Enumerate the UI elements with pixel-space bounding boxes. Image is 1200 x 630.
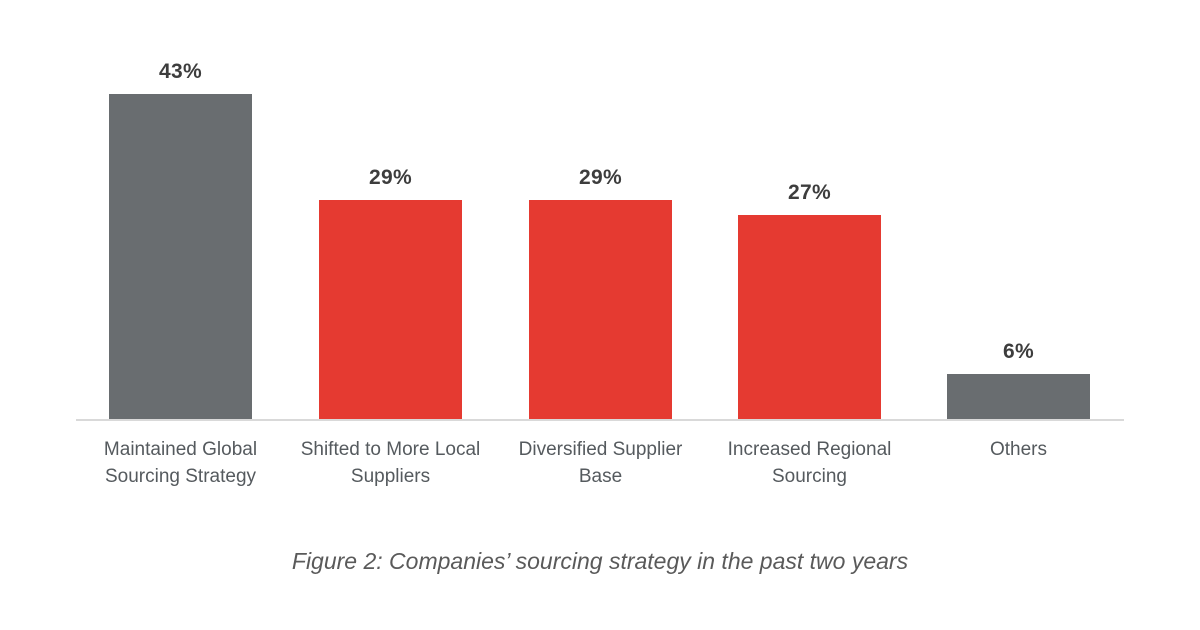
value-label: 27%: [788, 181, 831, 204]
bar-diversified-supplier: [529, 200, 672, 419]
category-label-line2: Suppliers: [350, 466, 431, 487]
category-label-line1: Maintained Global: [103, 439, 258, 460]
category-label-line1: Shifted to More Local: [300, 439, 481, 460]
category-label-line1: Others: [989, 439, 1048, 460]
bar-others: [947, 374, 1090, 419]
bar-increased-regional: [738, 215, 881, 419]
value-label: 43%: [159, 60, 202, 83]
value-label: 6%: [1003, 340, 1034, 363]
bar-maintained-global: [109, 94, 252, 419]
category-label: Shifted to More Local Suppliers: [286, 436, 496, 490]
category-label-line2: Sourcing: [772, 466, 847, 487]
category-label-line1: Diversified Supplier: [518, 439, 683, 460]
x-axis-line: [76, 419, 1124, 421]
category-label-line1: Increased Regional: [727, 439, 892, 460]
category-label: Others: [914, 436, 1124, 463]
bar-shifted-local: [319, 200, 462, 419]
category-label-line2: Sourcing Strategy: [104, 466, 257, 487]
value-label: 29%: [369, 166, 412, 189]
figure-caption: Figure 2: Companies’ sourcing strategy i…: [291, 548, 909, 574]
value-label: 29%: [579, 166, 622, 189]
category-label: Maintained Global Sourcing Strategy: [76, 436, 286, 490]
category-label: Increased Regional Sourcing: [705, 436, 915, 490]
category-label-line2: Base: [578, 466, 623, 487]
category-label: Diversified Supplier Base: [496, 436, 706, 490]
